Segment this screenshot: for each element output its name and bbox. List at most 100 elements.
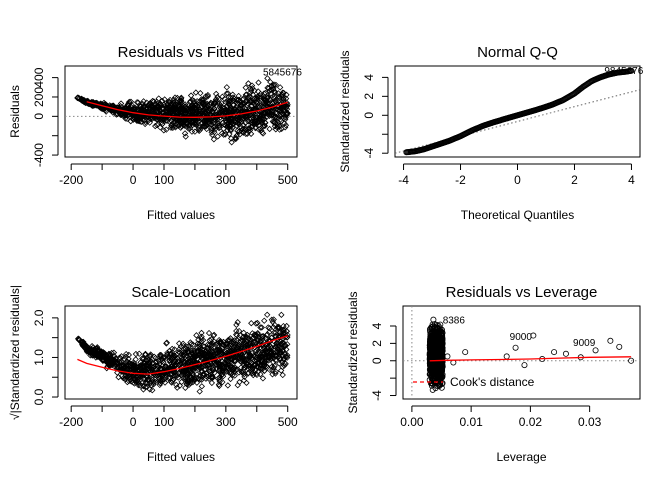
data-point bbox=[195, 366, 203, 373]
y-tick-label: 0 bbox=[370, 357, 384, 364]
data-point bbox=[263, 113, 270, 121]
data-point bbox=[204, 102, 211, 109]
data-point bbox=[283, 328, 291, 335]
data-point bbox=[115, 104, 123, 112]
data-point bbox=[196, 362, 203, 370]
data-point bbox=[123, 358, 131, 365]
data-point bbox=[282, 122, 290, 129]
data-point bbox=[102, 105, 109, 112]
data-point bbox=[213, 346, 221, 353]
data-point bbox=[258, 127, 265, 134]
residuals-vs-leverage-panel: Residuals vs Leverage 0.00 0.01 0.02 0.03 Lev… bbox=[346, 284, 641, 464]
plot-frame bbox=[402, 305, 641, 400]
data-point bbox=[255, 368, 262, 375]
data-point bbox=[246, 92, 253, 100]
smoother-line bbox=[86, 101, 288, 118]
data-point bbox=[257, 324, 264, 331]
y-tick-label: -4 bbox=[370, 390, 384, 401]
point-label: 8386 bbox=[443, 315, 466, 326]
data-point bbox=[256, 92, 264, 100]
data-point bbox=[238, 368, 245, 375]
data-point bbox=[219, 371, 226, 378]
data-point bbox=[211, 105, 218, 112]
data-point bbox=[191, 120, 198, 128]
data-point bbox=[221, 95, 228, 103]
x-tick-label: -2 bbox=[455, 173, 466, 187]
data-point bbox=[200, 118, 208, 125]
data-point bbox=[169, 376, 177, 383]
data-point bbox=[207, 371, 214, 378]
x-tick-label: -200 bbox=[59, 173, 83, 187]
data-point bbox=[118, 372, 126, 380]
data-point bbox=[262, 119, 269, 127]
data-point bbox=[205, 361, 212, 368]
data-point bbox=[252, 361, 259, 368]
data-point bbox=[238, 354, 245, 362]
data-point bbox=[256, 353, 263, 360]
data-point bbox=[270, 316, 277, 323]
x-tick-label: 0.02 bbox=[519, 415, 543, 429]
outlier-point bbox=[444, 353, 451, 360]
data-point bbox=[207, 374, 214, 381]
data-point bbox=[173, 381, 180, 389]
data-point bbox=[275, 353, 283, 360]
data-point bbox=[214, 120, 221, 127]
data-point bbox=[231, 372, 238, 379]
data-point bbox=[264, 94, 272, 101]
chart-title: Residuals vs Fitted bbox=[118, 44, 245, 61]
data-point bbox=[171, 346, 178, 353]
data-point bbox=[191, 375, 198, 382]
x-axis-label: Fitted values bbox=[147, 208, 215, 222]
data-point bbox=[179, 119, 186, 126]
data-point bbox=[225, 111, 232, 118]
data-point bbox=[196, 108, 204, 116]
data-point bbox=[263, 332, 270, 339]
data-point bbox=[220, 364, 228, 371]
data-point bbox=[251, 369, 258, 376]
data-point bbox=[236, 378, 243, 386]
data-point bbox=[145, 117, 152, 124]
data-point bbox=[245, 125, 253, 132]
data-point bbox=[174, 354, 181, 362]
y-tick-label: -400 bbox=[32, 143, 46, 167]
data-point bbox=[272, 352, 279, 360]
data-point bbox=[167, 371, 174, 378]
data-point bbox=[194, 348, 202, 355]
data-point bbox=[236, 121, 243, 128]
data-point bbox=[242, 126, 249, 133]
data-point bbox=[204, 353, 211, 360]
data-point bbox=[89, 351, 96, 359]
data-point bbox=[125, 372, 132, 380]
x-tick-label: -200 bbox=[59, 415, 83, 429]
data-point bbox=[105, 355, 113, 363]
data-point bbox=[153, 369, 161, 376]
data-point bbox=[271, 89, 279, 97]
x-tick-label: 300 bbox=[216, 415, 236, 429]
data-point bbox=[180, 342, 187, 350]
data-point bbox=[233, 331, 240, 338]
x-tick-label: 0.01 bbox=[459, 415, 483, 429]
data-point bbox=[94, 350, 101, 358]
data-point bbox=[194, 340, 202, 347]
data-point bbox=[234, 97, 242, 104]
data-point bbox=[216, 367, 223, 374]
data-point bbox=[261, 358, 269, 365]
data-point bbox=[139, 355, 146, 362]
data-point bbox=[99, 101, 106, 108]
data-point bbox=[284, 352, 291, 359]
x-tick-label: -4 bbox=[398, 173, 409, 187]
data-point bbox=[126, 365, 133, 372]
data-point bbox=[179, 116, 186, 123]
data-point bbox=[163, 340, 170, 347]
outlier-point bbox=[607, 337, 614, 344]
data-point bbox=[251, 119, 258, 126]
data-point bbox=[143, 383, 150, 390]
data-point bbox=[222, 348, 229, 355]
data-point bbox=[176, 117, 183, 124]
data-point bbox=[185, 343, 192, 350]
data-point bbox=[164, 367, 171, 374]
data-point bbox=[227, 126, 235, 133]
data-point bbox=[277, 348, 284, 356]
data-point bbox=[181, 130, 189, 137]
data-point bbox=[192, 374, 200, 382]
